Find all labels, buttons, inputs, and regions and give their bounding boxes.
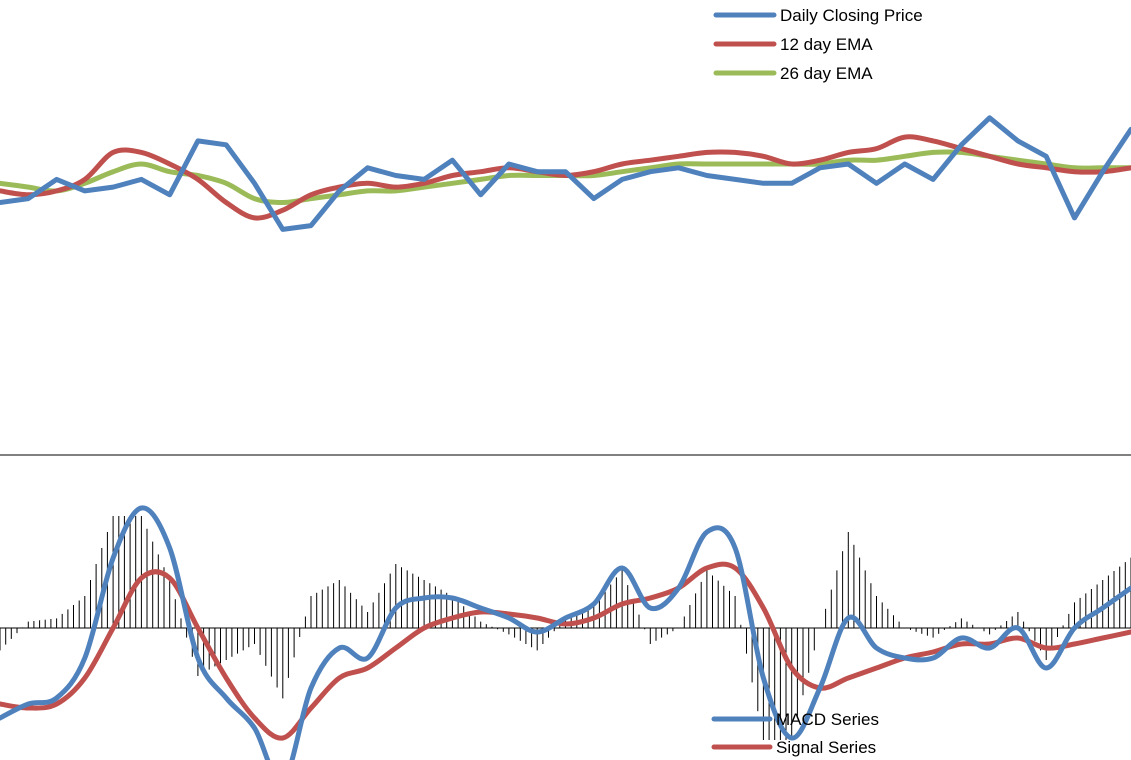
legend-top: Daily Closing Price 12 day EMA 26 day EMA bbox=[713, 6, 923, 83]
legend-label: Daily Closing Price bbox=[780, 6, 923, 25]
price-panel bbox=[0, 115, 1131, 232]
legend-label: 26 day EMA bbox=[780, 64, 873, 83]
macd-panel bbox=[0, 505, 1131, 760]
legend-label: MACD Series bbox=[776, 710, 879, 729]
legend-bottom: MACD Series Signal Series bbox=[711, 710, 879, 757]
series-line-daily-closing-price bbox=[0, 115, 1131, 232]
legend-label: 12 day EMA bbox=[780, 35, 873, 54]
series-line-macd-series bbox=[0, 505, 1131, 760]
series-line-signal-series bbox=[0, 561, 1131, 741]
legend-label: Signal Series bbox=[776, 738, 876, 757]
series-line-12-day-ema bbox=[0, 134, 1131, 221]
